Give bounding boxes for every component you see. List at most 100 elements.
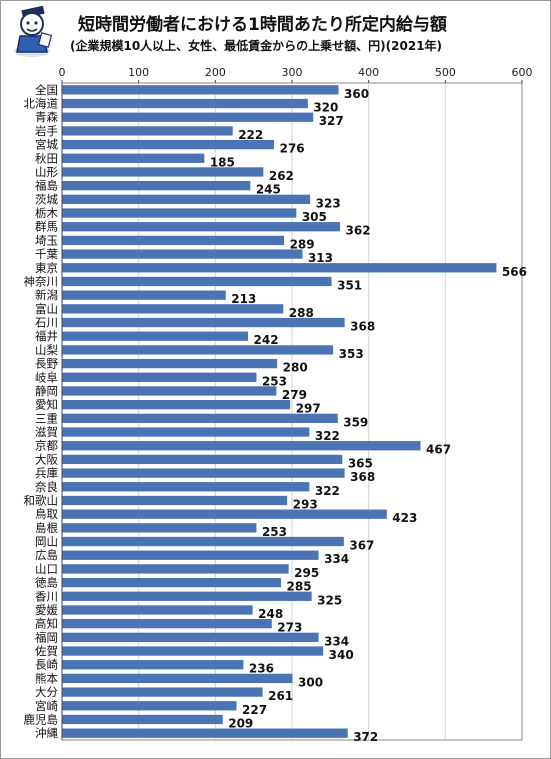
data-label: 248 bbox=[258, 607, 283, 621]
bar bbox=[62, 304, 284, 314]
bar bbox=[62, 153, 205, 163]
data-label: 227 bbox=[242, 703, 267, 717]
category-label: 福岡 bbox=[35, 630, 58, 644]
bar bbox=[62, 222, 341, 232]
data-label: 325 bbox=[317, 593, 342, 607]
data-label: 213 bbox=[231, 292, 256, 306]
category-label: 秋田 bbox=[35, 151, 58, 165]
bar bbox=[62, 701, 237, 711]
bar bbox=[62, 85, 339, 95]
x-tick-label: 100 bbox=[128, 66, 149, 79]
data-label: 209 bbox=[228, 716, 253, 730]
bar bbox=[62, 468, 345, 478]
category-label: 山梨 bbox=[35, 343, 58, 357]
category-label: 長野 bbox=[35, 357, 58, 371]
category-label: 岡山 bbox=[35, 535, 58, 549]
chart-subtitle: (企業規模10人以上、女性、最低賃金からの上乗せ額、円)(2021年) bbox=[70, 39, 443, 53]
data-label: 295 bbox=[294, 566, 319, 580]
bar bbox=[62, 646, 324, 656]
bar bbox=[62, 290, 226, 300]
data-label: 334 bbox=[324, 634, 349, 648]
data-label: 242 bbox=[254, 333, 279, 347]
bar bbox=[62, 619, 272, 629]
data-label: 323 bbox=[316, 196, 341, 210]
data-label: 566 bbox=[502, 265, 527, 279]
x-tick-label: 0 bbox=[59, 66, 66, 79]
bar bbox=[62, 400, 291, 410]
category-label: 島根 bbox=[35, 521, 58, 535]
bar bbox=[62, 249, 303, 259]
category-label: 岩手 bbox=[35, 124, 58, 138]
data-label: 320 bbox=[313, 101, 338, 115]
bar bbox=[62, 372, 257, 382]
bar bbox=[62, 577, 281, 588]
data-label: 300 bbox=[298, 675, 323, 689]
data-label: 360 bbox=[344, 87, 369, 101]
bar bbox=[62, 358, 278, 369]
data-label: 423 bbox=[392, 511, 417, 525]
category-label: 鳥取 bbox=[35, 507, 58, 521]
category-label: 埼玉 bbox=[35, 233, 58, 247]
category-label: 愛知 bbox=[35, 398, 58, 412]
category-label: 高知 bbox=[35, 617, 58, 631]
category-label: 静岡 bbox=[35, 384, 58, 398]
data-label: 367 bbox=[349, 539, 374, 553]
category-label: 青森 bbox=[35, 110, 58, 124]
bar bbox=[62, 235, 285, 246]
bar bbox=[62, 181, 251, 191]
category-label: 徳島 bbox=[35, 576, 58, 590]
data-label: 273 bbox=[277, 621, 302, 635]
bar bbox=[62, 550, 319, 560]
data-label: 285 bbox=[287, 580, 312, 594]
x-tick-label: 600 bbox=[512, 66, 533, 79]
category-label: 佐賀 bbox=[35, 644, 58, 658]
data-label: 372 bbox=[353, 730, 378, 744]
data-label: 362 bbox=[346, 224, 371, 238]
data-label: 253 bbox=[262, 525, 287, 539]
data-label: 185 bbox=[210, 155, 235, 169]
bar bbox=[62, 536, 344, 547]
category-label: 三重 bbox=[35, 411, 58, 425]
bar bbox=[62, 276, 332, 287]
category-label: 栃木 bbox=[35, 206, 58, 220]
data-label: 340 bbox=[329, 648, 354, 662]
category-label: 全国 bbox=[35, 83, 58, 97]
bar bbox=[62, 112, 314, 122]
bar bbox=[62, 714, 223, 725]
data-label: 279 bbox=[282, 388, 307, 402]
x-tick-label: 300 bbox=[282, 66, 303, 79]
bar bbox=[62, 660, 244, 670]
data-label: 327 bbox=[319, 114, 344, 128]
category-label: 宮崎 bbox=[35, 699, 58, 713]
bar bbox=[62, 208, 297, 218]
data-label: 222 bbox=[238, 128, 263, 142]
bar bbox=[62, 427, 310, 437]
data-label: 297 bbox=[296, 402, 321, 416]
category-label: 和歌山 bbox=[24, 493, 59, 507]
data-label: 236 bbox=[249, 662, 274, 676]
data-label: 334 bbox=[324, 552, 349, 566]
category-label: 石川 bbox=[35, 316, 58, 330]
data-label: 368 bbox=[350, 320, 375, 334]
bar bbox=[62, 386, 277, 396]
chart-title: 短時間労働者における1時間あたり所定内給与額 bbox=[78, 15, 447, 35]
data-label: 359 bbox=[343, 415, 368, 429]
category-label: 奈良 bbox=[35, 480, 58, 494]
bar bbox=[62, 413, 338, 423]
data-label: 368 bbox=[350, 470, 375, 484]
category-label: 千葉 bbox=[35, 247, 58, 261]
category-label: 岐阜 bbox=[35, 370, 58, 384]
data-label: 276 bbox=[280, 142, 305, 156]
category-label: 香川 bbox=[35, 589, 58, 603]
category-label: 愛媛 bbox=[35, 603, 58, 617]
data-label: 313 bbox=[308, 251, 333, 265]
category-label: 大阪 bbox=[35, 452, 58, 466]
data-label: 365 bbox=[348, 456, 373, 470]
bar bbox=[62, 317, 345, 328]
data-label: 289 bbox=[290, 237, 315, 251]
category-label: 神奈川 bbox=[24, 274, 59, 288]
bar bbox=[62, 632, 319, 642]
category-label: 山形 bbox=[35, 165, 58, 179]
category-label: 茨城 bbox=[35, 192, 58, 206]
